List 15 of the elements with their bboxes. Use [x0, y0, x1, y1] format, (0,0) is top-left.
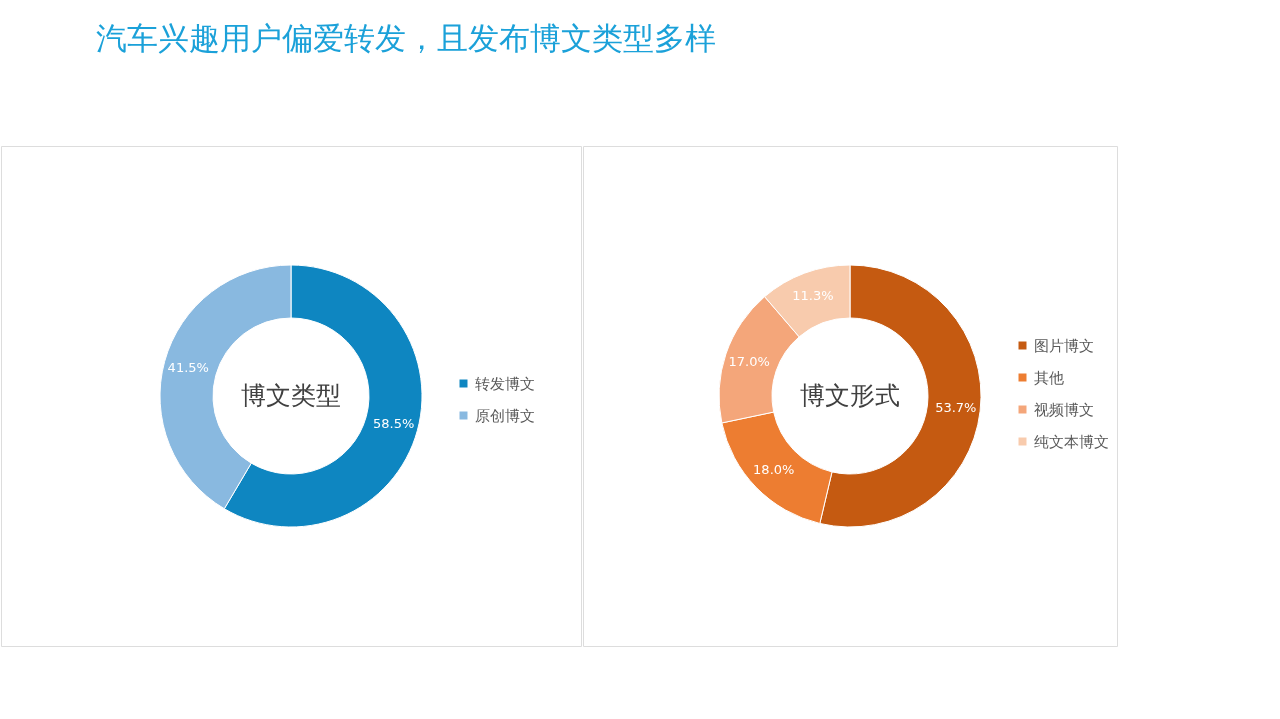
data-label: 53.7% — [935, 400, 977, 416]
data-label: 58.5% — [373, 416, 415, 432]
chart-title: 汽车兴趣用户偏爱转发，且发布博文类型多样 — [95, 19, 716, 56]
legend-label: 图片博文 — [1034, 336, 1094, 355]
text: 博文形式 — [800, 381, 900, 410]
data-label: 17.0% — [728, 353, 770, 369]
legend-label: 视频博文 — [1034, 400, 1094, 419]
text: 博文类型 — [241, 381, 341, 410]
data-label: 11.3% — [792, 288, 834, 304]
data-label: 18.0% — [753, 462, 795, 478]
legend-label: 纯文本博文 — [1034, 432, 1109, 451]
legend-label: 转发博文 — [475, 374, 535, 393]
legend-label: 其他 — [1034, 368, 1064, 387]
legend-label: 原创博文 — [475, 406, 535, 425]
data-label: 41.5% — [167, 359, 209, 375]
